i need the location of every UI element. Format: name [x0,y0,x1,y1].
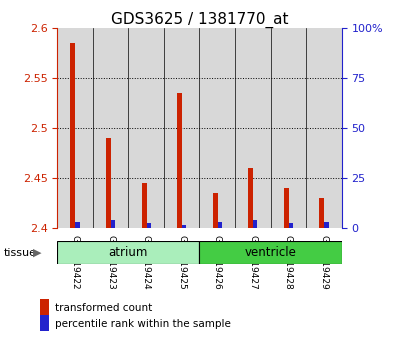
Bar [182,225,186,228]
Bar [93,28,128,228]
Bar [253,220,258,228]
Text: ▶: ▶ [33,248,42,258]
Bar [218,222,222,228]
Bar [213,193,218,228]
Bar [128,28,164,228]
Bar [75,222,80,228]
Text: transformed count: transformed count [55,303,152,313]
Bar [324,222,329,228]
Bar [306,28,342,228]
Bar [319,198,324,228]
Bar [289,223,293,228]
Bar [57,241,199,264]
Text: atrium: atrium [109,246,148,259]
Bar [57,28,93,228]
Title: GDS3625 / 1381770_at: GDS3625 / 1381770_at [111,12,288,28]
Bar [199,241,342,264]
Bar [271,28,306,228]
Bar [177,93,182,228]
Bar [111,220,115,228]
Text: tissue: tissue [4,248,37,258]
Bar [248,169,253,228]
Bar [164,28,199,228]
Bar [284,188,289,228]
Text: ventricle: ventricle [245,246,297,259]
Text: percentile rank within the sample: percentile rank within the sample [55,319,231,329]
Bar [141,183,147,228]
Bar [199,28,235,228]
Bar [235,28,271,228]
Bar [70,43,75,228]
Bar [147,223,151,228]
Bar [106,138,111,228]
